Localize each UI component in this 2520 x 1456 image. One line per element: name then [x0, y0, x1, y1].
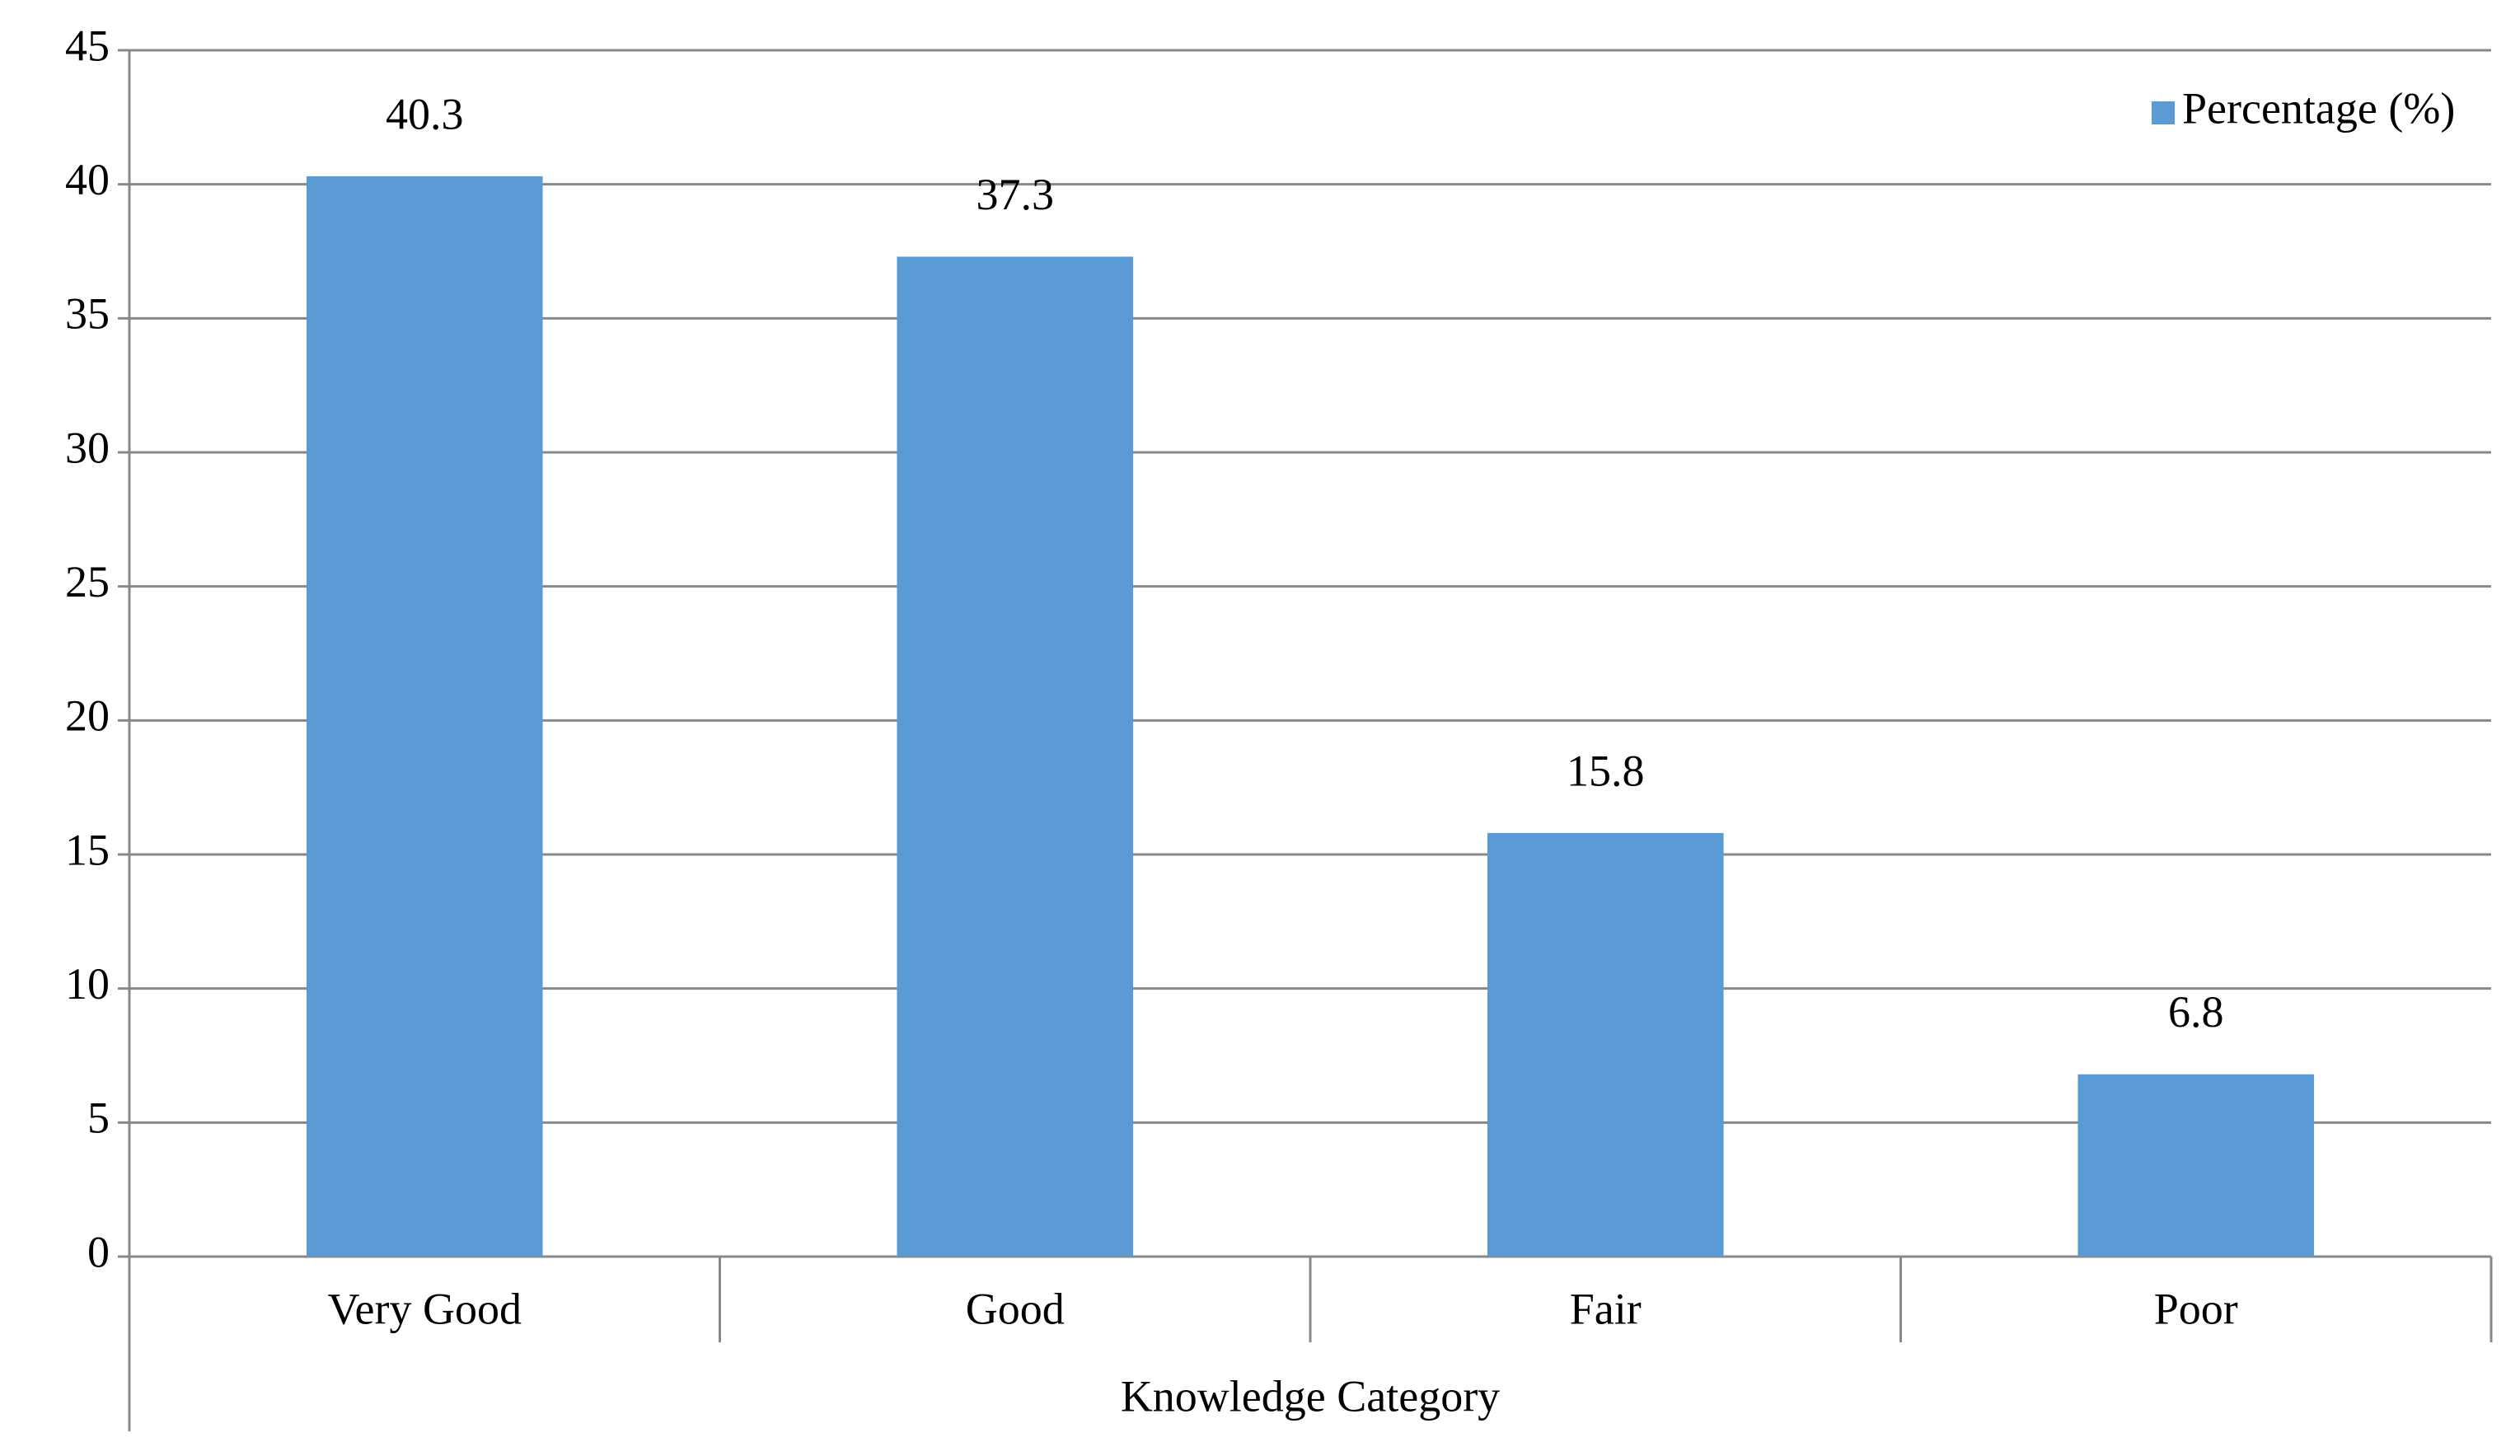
x-tick-label: Poor	[2154, 1284, 2238, 1333]
value-label: 37.3	[977, 170, 1055, 219]
x-tick-label: Fair	[1570, 1284, 1642, 1333]
bar	[2077, 1074, 2315, 1257]
y-tick-label: 0	[87, 1227, 110, 1276]
value-label: 6.8	[2168, 987, 2224, 1037]
y-tick-label: 45	[65, 21, 110, 70]
y-tick-label: 25	[65, 557, 110, 606]
x-axis-title: Knowledge Category	[1121, 1371, 1500, 1421]
bar	[897, 256, 1134, 1257]
bar	[1487, 832, 1724, 1257]
y-tick-label: 30	[65, 423, 110, 472]
y-tick-label: 20	[65, 691, 110, 741]
value-label: 40.3	[386, 89, 464, 138]
y-tick-label: 5	[87, 1093, 110, 1143]
y-tick-label: 35	[65, 289, 110, 339]
legend-label: Percentage (%)	[2182, 83, 2455, 133]
y-tick-label: 15	[65, 825, 110, 874]
value-label: 15.8	[1567, 746, 1645, 795]
y-tick-label: 10	[65, 959, 110, 1009]
y-tick-label: 40	[65, 155, 110, 204]
bar	[306, 176, 543, 1257]
legend-swatch	[2152, 101, 2175, 124]
x-tick-label: Good	[966, 1284, 1065, 1333]
x-tick-label: Very Good	[328, 1284, 522, 1333]
